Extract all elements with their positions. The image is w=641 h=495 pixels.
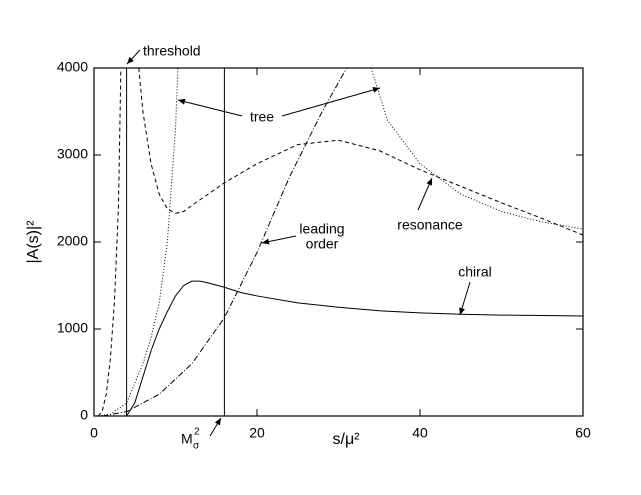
y-tick-label: 4000 bbox=[57, 59, 88, 75]
annotation: leading bbox=[299, 221, 344, 237]
curve bbox=[97, 68, 583, 416]
annotation: resonance bbox=[397, 217, 463, 233]
x-tick-label: 20 bbox=[249, 425, 265, 441]
m-label-sub: σ bbox=[193, 441, 200, 452]
curve bbox=[102, 68, 348, 416]
x-tick-label: 0 bbox=[90, 425, 98, 441]
m-label-sup: 2 bbox=[194, 427, 200, 438]
y-tick-label: 1000 bbox=[57, 320, 88, 336]
annotation: threshold bbox=[143, 43, 201, 59]
y-axis-label: |A(s)|² bbox=[25, 220, 42, 264]
annotation: chiral bbox=[458, 264, 491, 280]
y-tick-label: 3000 bbox=[57, 146, 88, 162]
x-tick-label: 60 bbox=[575, 425, 591, 441]
curve bbox=[98, 68, 583, 416]
y-tick-label: 2000 bbox=[57, 233, 88, 249]
plot-frame bbox=[93, 67, 584, 417]
y-tick-label: 0 bbox=[80, 407, 88, 423]
curves bbox=[97, 68, 583, 416]
annotation: order bbox=[306, 236, 339, 252]
m-label: M bbox=[181, 431, 193, 447]
curve bbox=[126, 280, 583, 416]
x-axis-label: s/μ² bbox=[333, 431, 361, 448]
arrows bbox=[126, 49, 471, 437]
x-tick-label: 40 bbox=[412, 425, 428, 441]
annotation: tree bbox=[250, 109, 274, 125]
